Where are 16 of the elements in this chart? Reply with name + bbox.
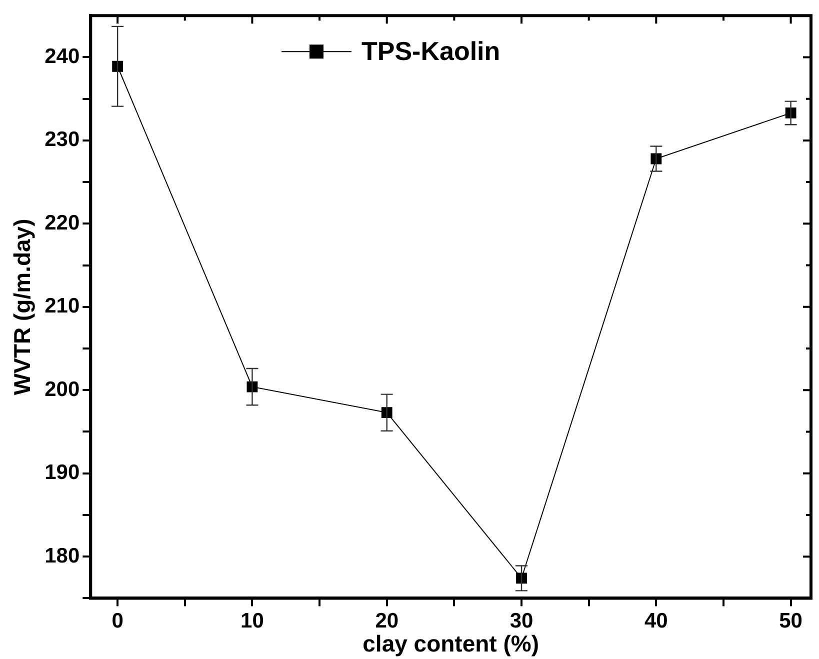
y-axis-title: WVTR (g/m.day) bbox=[9, 218, 36, 396]
y-tick-label: 210 bbox=[44, 294, 80, 318]
y-tick-label: 230 bbox=[44, 128, 80, 152]
x-tick-label: 30 bbox=[510, 610, 534, 633]
x-axis-title: clay content (%) bbox=[362, 630, 540, 657]
x-tick-label: 20 bbox=[375, 610, 399, 633]
x-tick-label: 50 bbox=[779, 610, 802, 633]
y-tick-label: 220 bbox=[44, 211, 80, 234]
x-tick-label: 40 bbox=[644, 610, 668, 633]
legend-label: TPS-Kaolin bbox=[361, 36, 500, 66]
x-tick-label: 10 bbox=[240, 610, 264, 633]
x-tick-label: 0 bbox=[112, 610, 124, 633]
y-tick-label: 240 bbox=[44, 45, 80, 68]
y-tick-label: 190 bbox=[44, 461, 80, 484]
y-tick-label: 180 bbox=[44, 544, 80, 568]
y-tick-label: 200 bbox=[44, 378, 80, 401]
